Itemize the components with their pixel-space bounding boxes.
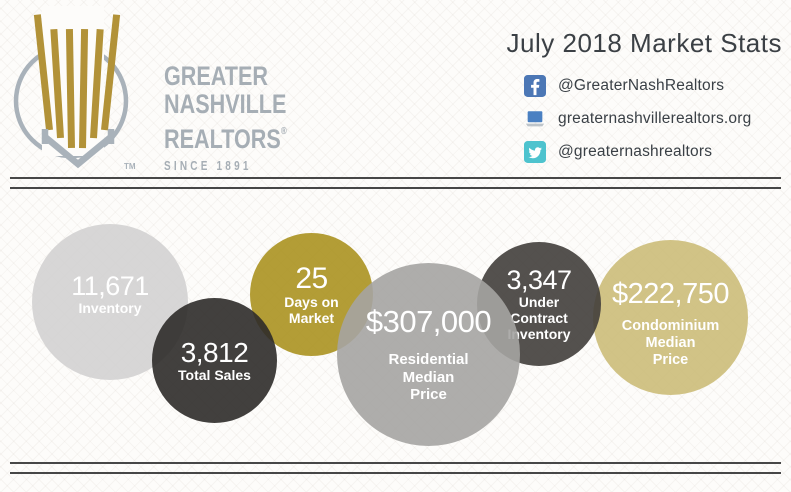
facebook-icon [524,75,546,97]
stat-value: $222,750 [612,277,729,310]
brand-wordmark: GREATER NASHVILLE REALTORS® SINCE 1891 [164,62,287,172]
social-row-facebook: @GreaterNashRealtors [524,75,751,97]
stat-label: Residential [388,351,469,369]
logo-trademark: TM [124,162,136,171]
stat-label: Under [518,294,560,311]
stat-label: Market [288,310,335,327]
registered-mark: ® [280,126,287,137]
stat-label: Contract [510,310,568,327]
website-url: greaternashvillerealtors.org [558,110,752,127]
brand-line-2: NASHVILLE [164,89,287,119]
brand-line-3: REALTORS® [164,124,287,154]
top-divider-line-2 [10,187,781,189]
stat-label: Inventory [507,326,571,343]
social-row-twitter: @greaternashrealtors [524,141,751,163]
stat-label: Total Sales [178,367,251,384]
brand-line-1: GREATER [164,61,269,91]
stat-bubble-condo-median-price: $222,750 Condominium Median Price [593,240,748,395]
stat-label: Condominium [621,318,720,335]
stat-bubble-total-sales: 3,812 Total Sales [152,298,277,423]
stat-label: Inventory [78,300,142,317]
stat-value: 11,671 [71,270,149,301]
bottom-divider-line-1 [10,462,781,464]
stat-label: Price [652,351,689,368]
bottom-divider-line-2 [10,472,781,474]
website-icon [524,108,546,130]
stat-label: Median [402,368,455,386]
stat-value: 25 [295,261,328,295]
page-title: July 2018 Market Stats [506,28,782,58]
twitter-icon [524,141,546,163]
stat-label: Median [645,334,696,351]
social-links: @GreaterNashRealtors greaternashvillerea… [524,75,751,174]
social-row-website: greaternashvillerealtors.org [524,108,751,130]
stat-value: 3,347 [506,264,572,295]
stat-label: Price [410,385,447,403]
brand-tagline: SINCE 1891 [164,159,252,173]
stat-value: $307,000 [365,303,492,339]
top-divider-line-1 [10,177,781,179]
logo-chevron-icon [41,129,115,169]
stat-bubble-residential-median-price: $307,000 Residential Median Price [337,263,520,446]
logo-gold-bars-icon [33,14,121,149]
stat-label: Days on [284,294,339,311]
gnr-logo: TM [13,6,136,171]
twitter-handle: @greaternashrealtors [558,143,713,160]
facebook-handle: @GreaterNashRealtors [558,77,725,94]
stat-value: 3,812 [180,336,249,368]
